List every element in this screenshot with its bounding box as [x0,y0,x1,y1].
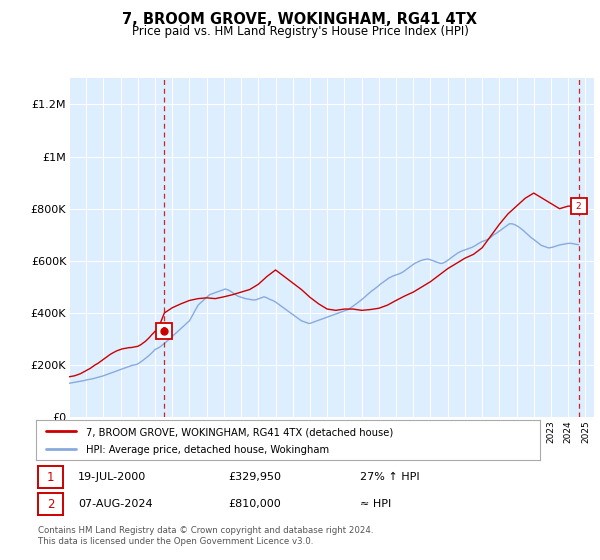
Text: Contains HM Land Registry data © Crown copyright and database right 2024.
This d: Contains HM Land Registry data © Crown c… [38,526,373,546]
Text: 19-JUL-2000: 19-JUL-2000 [78,472,146,482]
Text: 2: 2 [47,497,54,511]
Text: 07-AUG-2024: 07-AUG-2024 [78,499,152,509]
Text: 1: 1 [47,470,54,484]
Text: Price paid vs. HM Land Registry's House Price Index (HPI): Price paid vs. HM Land Registry's House … [131,25,469,38]
Text: £329,950: £329,950 [228,472,281,482]
Text: ≈ HPI: ≈ HPI [360,499,391,509]
Text: £810,000: £810,000 [228,499,281,509]
Text: 2: 2 [575,202,581,211]
Text: 1: 1 [161,326,167,335]
Text: 7, BROOM GROVE, WOKINGHAM, RG41 4TX (detached house): 7, BROOM GROVE, WOKINGHAM, RG41 4TX (det… [86,427,394,437]
Text: HPI: Average price, detached house, Wokingham: HPI: Average price, detached house, Woki… [86,445,329,455]
Text: 27% ↑ HPI: 27% ↑ HPI [360,472,419,482]
Text: 7, BROOM GROVE, WOKINGHAM, RG41 4TX: 7, BROOM GROVE, WOKINGHAM, RG41 4TX [122,12,478,27]
